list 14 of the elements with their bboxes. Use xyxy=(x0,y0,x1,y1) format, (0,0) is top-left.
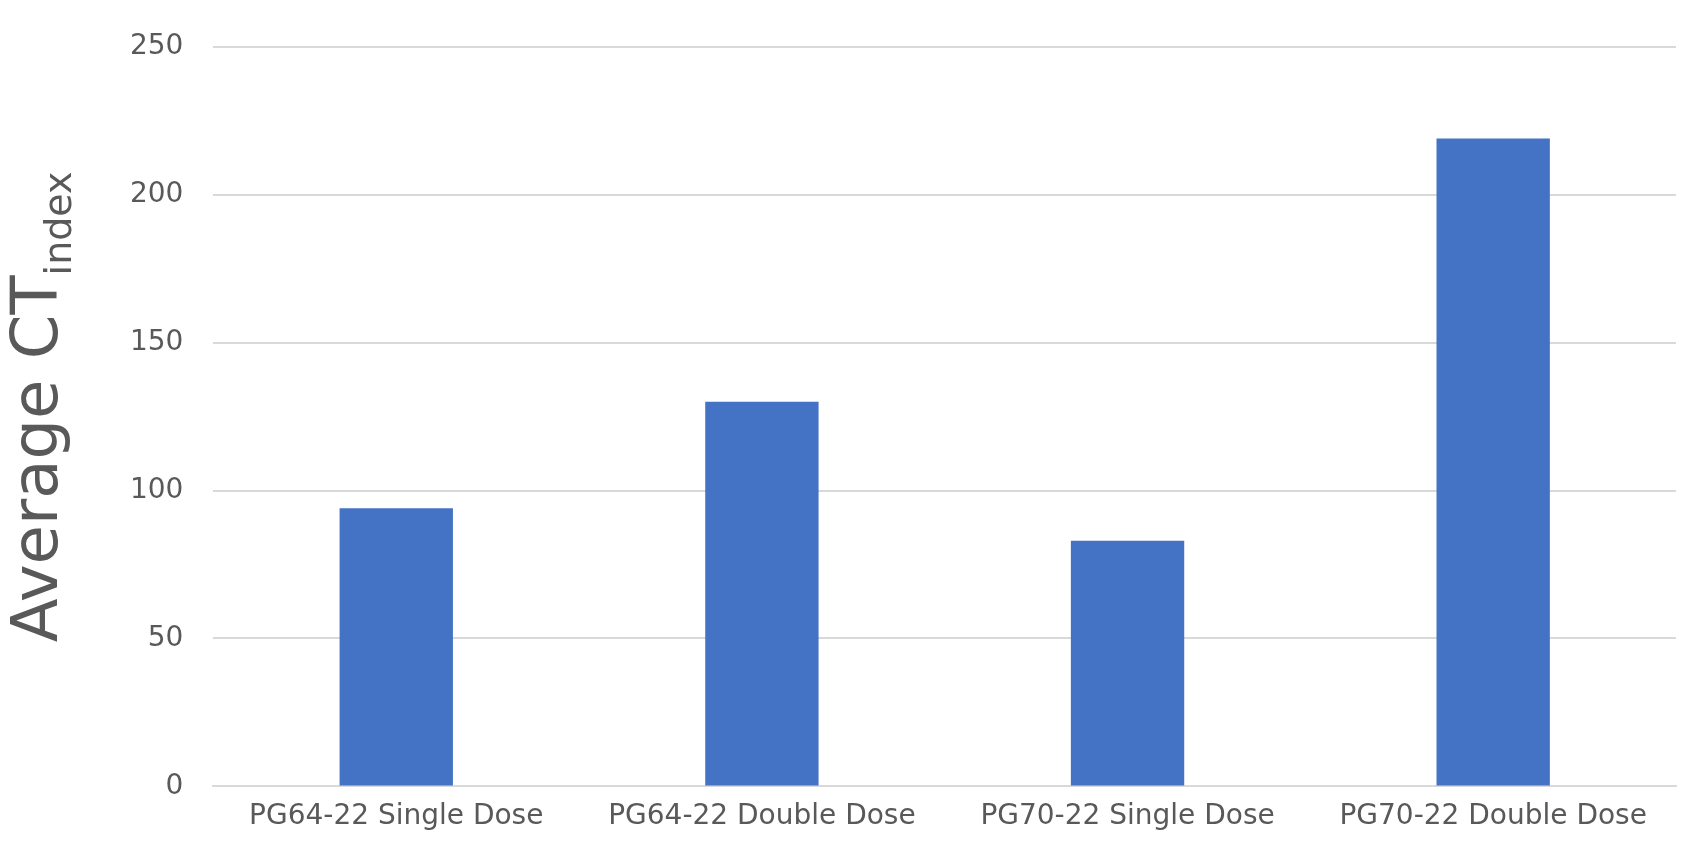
x-tick-label: PG64-22 Double Dose xyxy=(608,798,916,832)
y-tick-label: 0 xyxy=(165,767,184,801)
y-tick-label: 50 xyxy=(147,619,184,653)
bar xyxy=(1070,540,1185,786)
x-tick-label: PG70-22 Single Dose xyxy=(980,798,1275,832)
y-tick-label: 250 xyxy=(129,28,184,62)
x-tick-label: PG70-22 Double Dose xyxy=(1339,798,1647,832)
bar xyxy=(339,508,453,786)
bar xyxy=(1436,138,1550,786)
x-tick-label: PG64-22 Single Dose xyxy=(249,798,544,832)
y-tick-label: 100 xyxy=(129,471,184,505)
y-tick-label: 150 xyxy=(129,323,184,357)
bar xyxy=(705,401,819,786)
y-tick-label: 200 xyxy=(129,176,184,209)
